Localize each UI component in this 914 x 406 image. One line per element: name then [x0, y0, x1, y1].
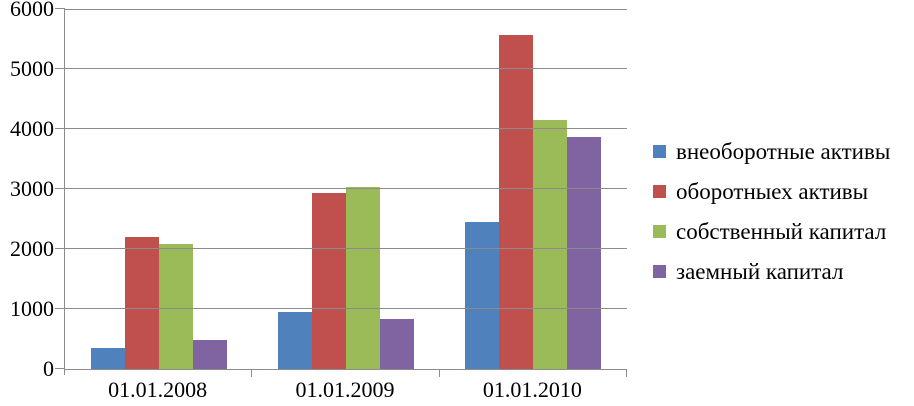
y-axis-tick — [55, 68, 65, 69]
gridline-3000 — [65, 188, 627, 189]
y-tick-label: 3000 — [10, 176, 54, 201]
bar-собственный капитал-01.01.2009 — [345, 186, 380, 369]
gridline-6000 — [65, 9, 627, 10]
legend-item-оборотныех активы: оборотныех активы — [653, 179, 890, 205]
bar-собственный капитал-01.01.2010 — [533, 120, 568, 369]
bar-group-01.01.2010 — [440, 9, 627, 369]
legend-item-внеоборотные активы: внеоборотные активы — [653, 139, 890, 165]
y-tick-label: 0 — [43, 356, 54, 381]
bar-внеоборотные активы-01.01.2008 — [90, 348, 125, 369]
legend-label: внеоборотные активы — [676, 139, 891, 164]
x-axis-tick — [251, 370, 252, 377]
y-axis-tick — [55, 128, 65, 129]
y-axis-tick — [55, 368, 65, 369]
gridline-5000 — [65, 68, 627, 69]
gridline-2000 — [65, 248, 627, 249]
legend-label: оборотныех активы — [676, 179, 869, 204]
y-tick-label: 1000 — [10, 296, 54, 321]
y-axis-tick — [55, 8, 65, 9]
legend-swatch-icon — [653, 225, 666, 238]
y-tick-label: 6000 — [10, 0, 54, 21]
y-tick-label: 2000 — [10, 236, 54, 261]
bar-group-01.01.2009 — [252, 9, 439, 369]
legend: внеоборотные активы оборотныех активы собс… — [653, 139, 890, 299]
y-axis-tail — [64, 369, 65, 375]
legend-swatch-icon — [653, 145, 666, 158]
bar-заемный капитал-01.01.2010 — [567, 137, 602, 369]
legend-swatch-icon — [653, 185, 666, 198]
y-tick-label: 4000 — [10, 116, 54, 141]
bar-оборотныех активы-01.01.2008 — [124, 237, 159, 369]
x-tick-label: 01.01.2010 — [482, 377, 582, 402]
y-axis-tick — [55, 248, 65, 249]
y-axis-tick — [55, 188, 65, 189]
bar-оборотныех активы-01.01.2009 — [311, 192, 346, 369]
plot-area — [55, 8, 627, 377]
gridline-1000 — [65, 308, 627, 309]
legend-swatch-icon — [653, 265, 666, 278]
bar-заемный капитал-01.01.2008 — [192, 340, 227, 369]
bars-layer — [65, 9, 627, 369]
legend-item-собственный капитал: собственный капитал — [653, 219, 890, 245]
bar-внеоборотные активы-01.01.2010 — [465, 222, 500, 369]
legend-label: собственный капитал — [676, 219, 887, 244]
bar-собственный капитал-01.01.2008 — [158, 244, 193, 369]
x-tick-label: 01.01.2009 — [295, 377, 395, 402]
bar-заемный капитал-01.01.2009 — [379, 318, 414, 369]
x-axis-tick — [626, 370, 627, 377]
gridline-4000 — [65, 128, 627, 129]
legend-item-заемный капитал: заемный капитал — [653, 259, 890, 285]
x-tick-label: 01.01.2008 — [108, 377, 208, 402]
legend-label: заемный капитал — [676, 259, 844, 284]
x-axis-tick — [439, 370, 440, 377]
y-axis-tick — [55, 308, 65, 309]
x-axis-labels: 01.01.2008 01.01.2009 01.01.2010 — [64, 378, 626, 402]
y-tick-label: 5000 — [10, 56, 54, 81]
bar-оборотныех активы-01.01.2010 — [499, 35, 534, 369]
bar-внеоборотные активы-01.01.2009 — [277, 312, 312, 369]
bar-group-01.01.2008 — [65, 9, 252, 369]
